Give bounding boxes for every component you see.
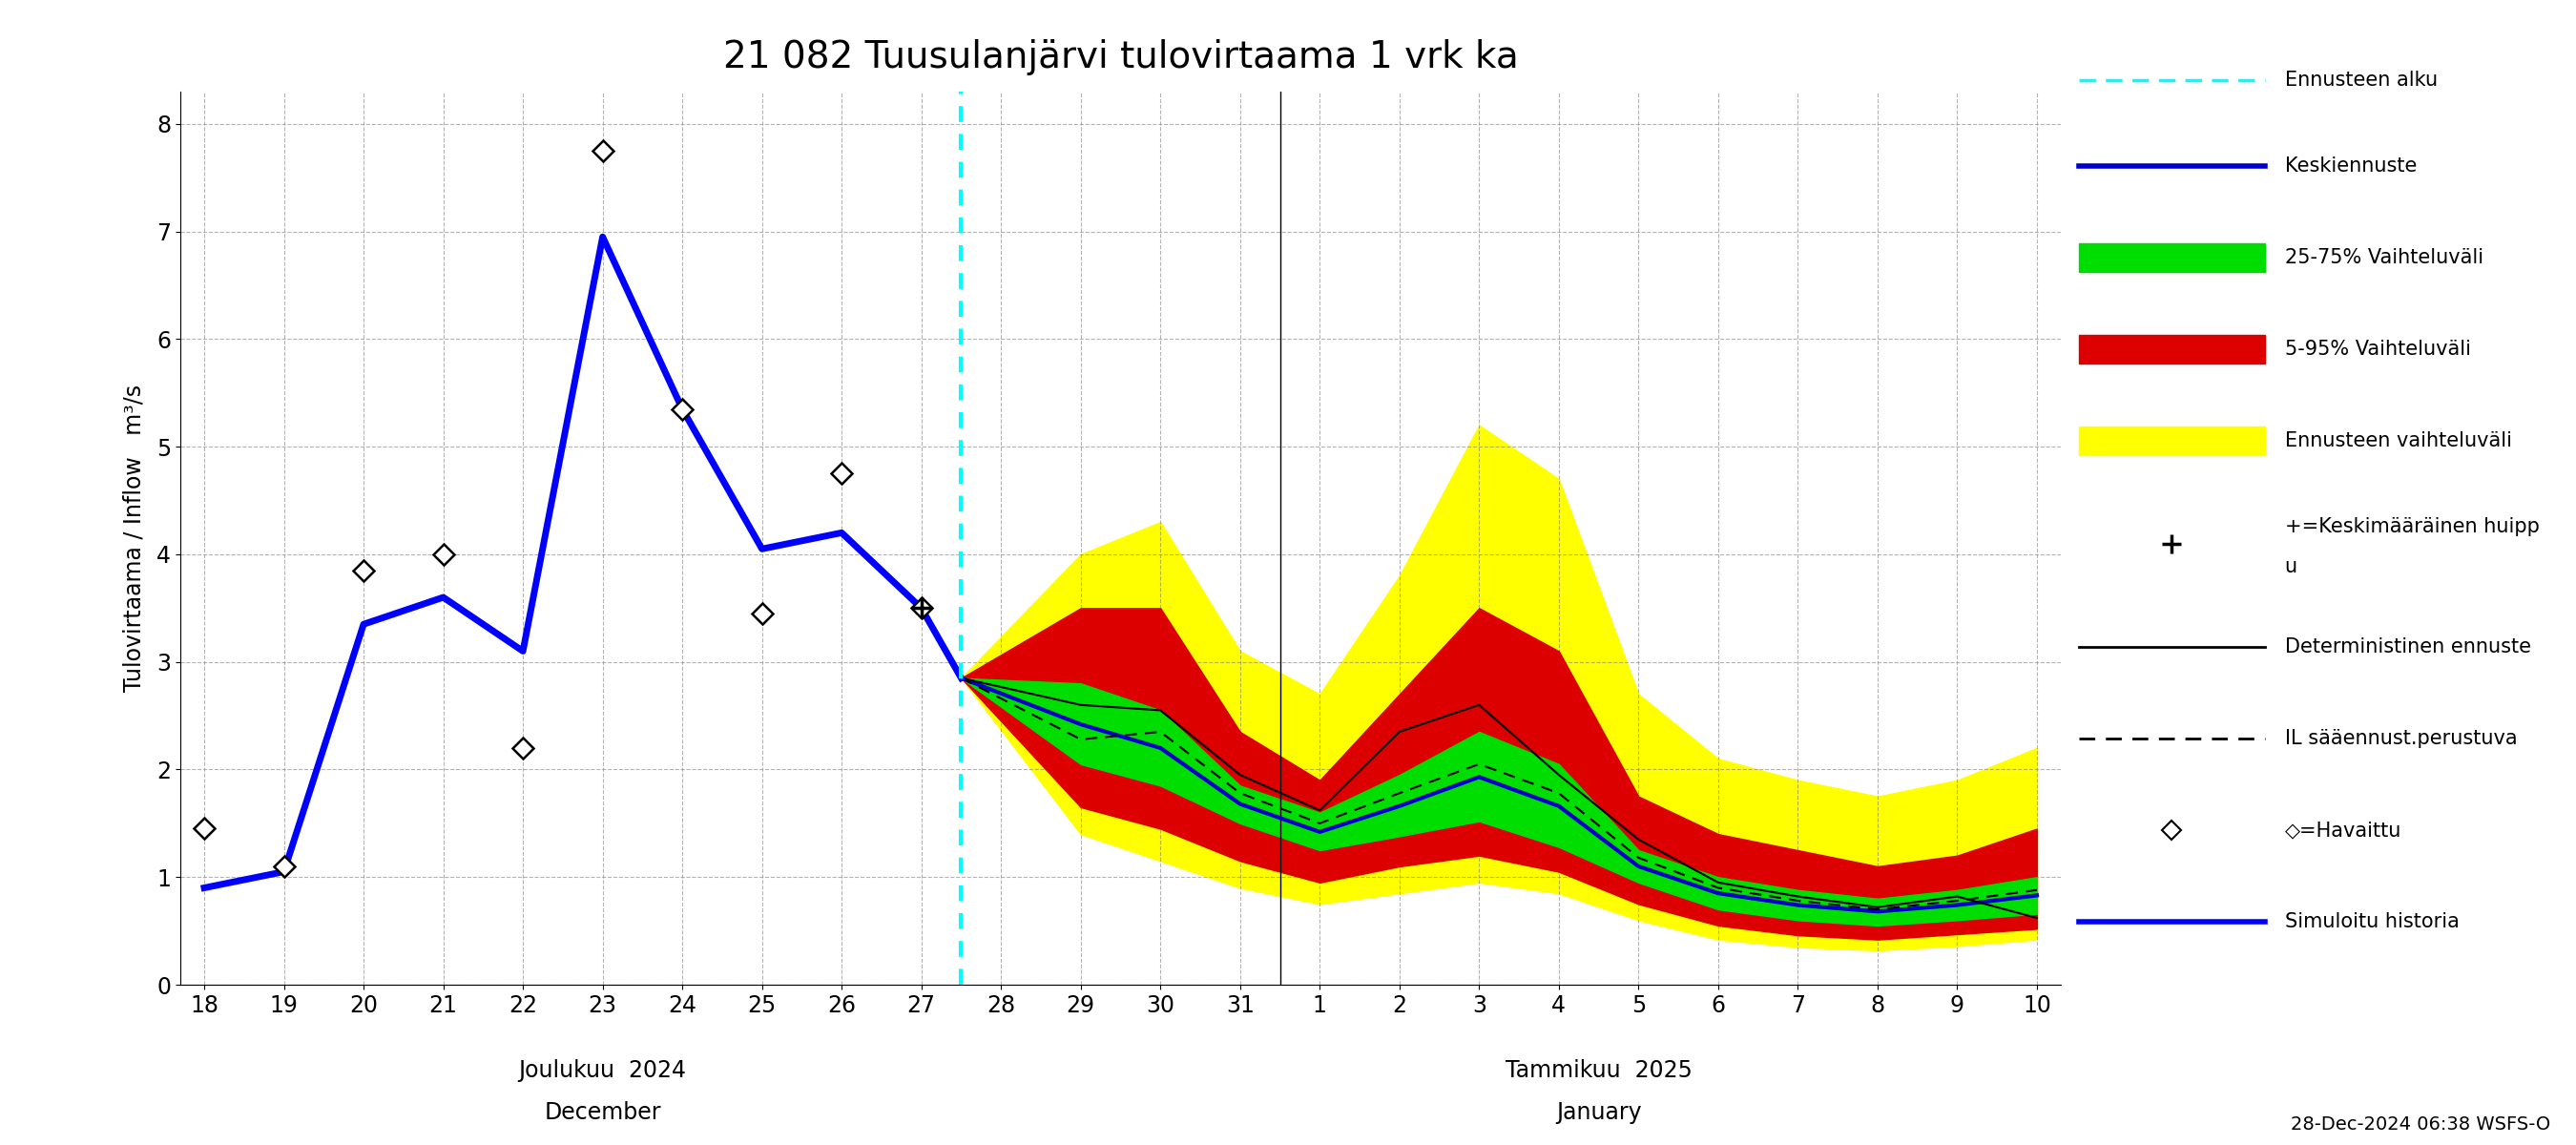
Text: 28-Dec-2024 06:38 WSFS-O: 28-Dec-2024 06:38 WSFS-O [2290, 1115, 2550, 1134]
Title: 21 082 Tuusulanjärvi tulovirtaama 1 vrk ka: 21 082 Tuusulanjärvi tulovirtaama 1 vrk … [724, 39, 1517, 76]
Bar [2079, 243, 2264, 271]
Text: +=Keskimääräinen huipp: +=Keskimääräinen huipp [2285, 518, 2540, 536]
Text: Keskiennuste: Keskiennuste [2285, 157, 2416, 175]
Text: u: u [2285, 558, 2298, 576]
Text: 25-75% Vaihteluväli: 25-75% Vaihteluväli [2285, 248, 2483, 267]
Text: Tammikuu  2025: Tammikuu 2025 [1504, 1059, 1692, 1082]
Text: December: December [544, 1101, 662, 1124]
Text: January: January [1556, 1101, 1641, 1124]
Text: ◇=Havaittu: ◇=Havaittu [2285, 821, 2401, 839]
Text: Ennusteen vaihteluväli: Ennusteen vaihteluväli [2285, 432, 2512, 450]
Text: Joulukuu  2024: Joulukuu 2024 [518, 1059, 688, 1082]
Text: 5-95% Vaihteluväli: 5-95% Vaihteluväli [2285, 340, 2470, 358]
Y-axis label: Tulovirtaama / Inflow   m³/s: Tulovirtaama / Inflow m³/s [124, 385, 147, 692]
Text: Ennusteen alku: Ennusteen alku [2285, 71, 2437, 89]
Bar [2079, 426, 2264, 455]
Text: Deterministinen ennuste: Deterministinen ennuste [2285, 638, 2530, 656]
Text: IL sääennust.perustuva: IL sääennust.perustuva [2285, 729, 2517, 748]
Text: Simuloitu historia: Simuloitu historia [2285, 913, 2460, 931]
Bar [2079, 334, 2264, 364]
